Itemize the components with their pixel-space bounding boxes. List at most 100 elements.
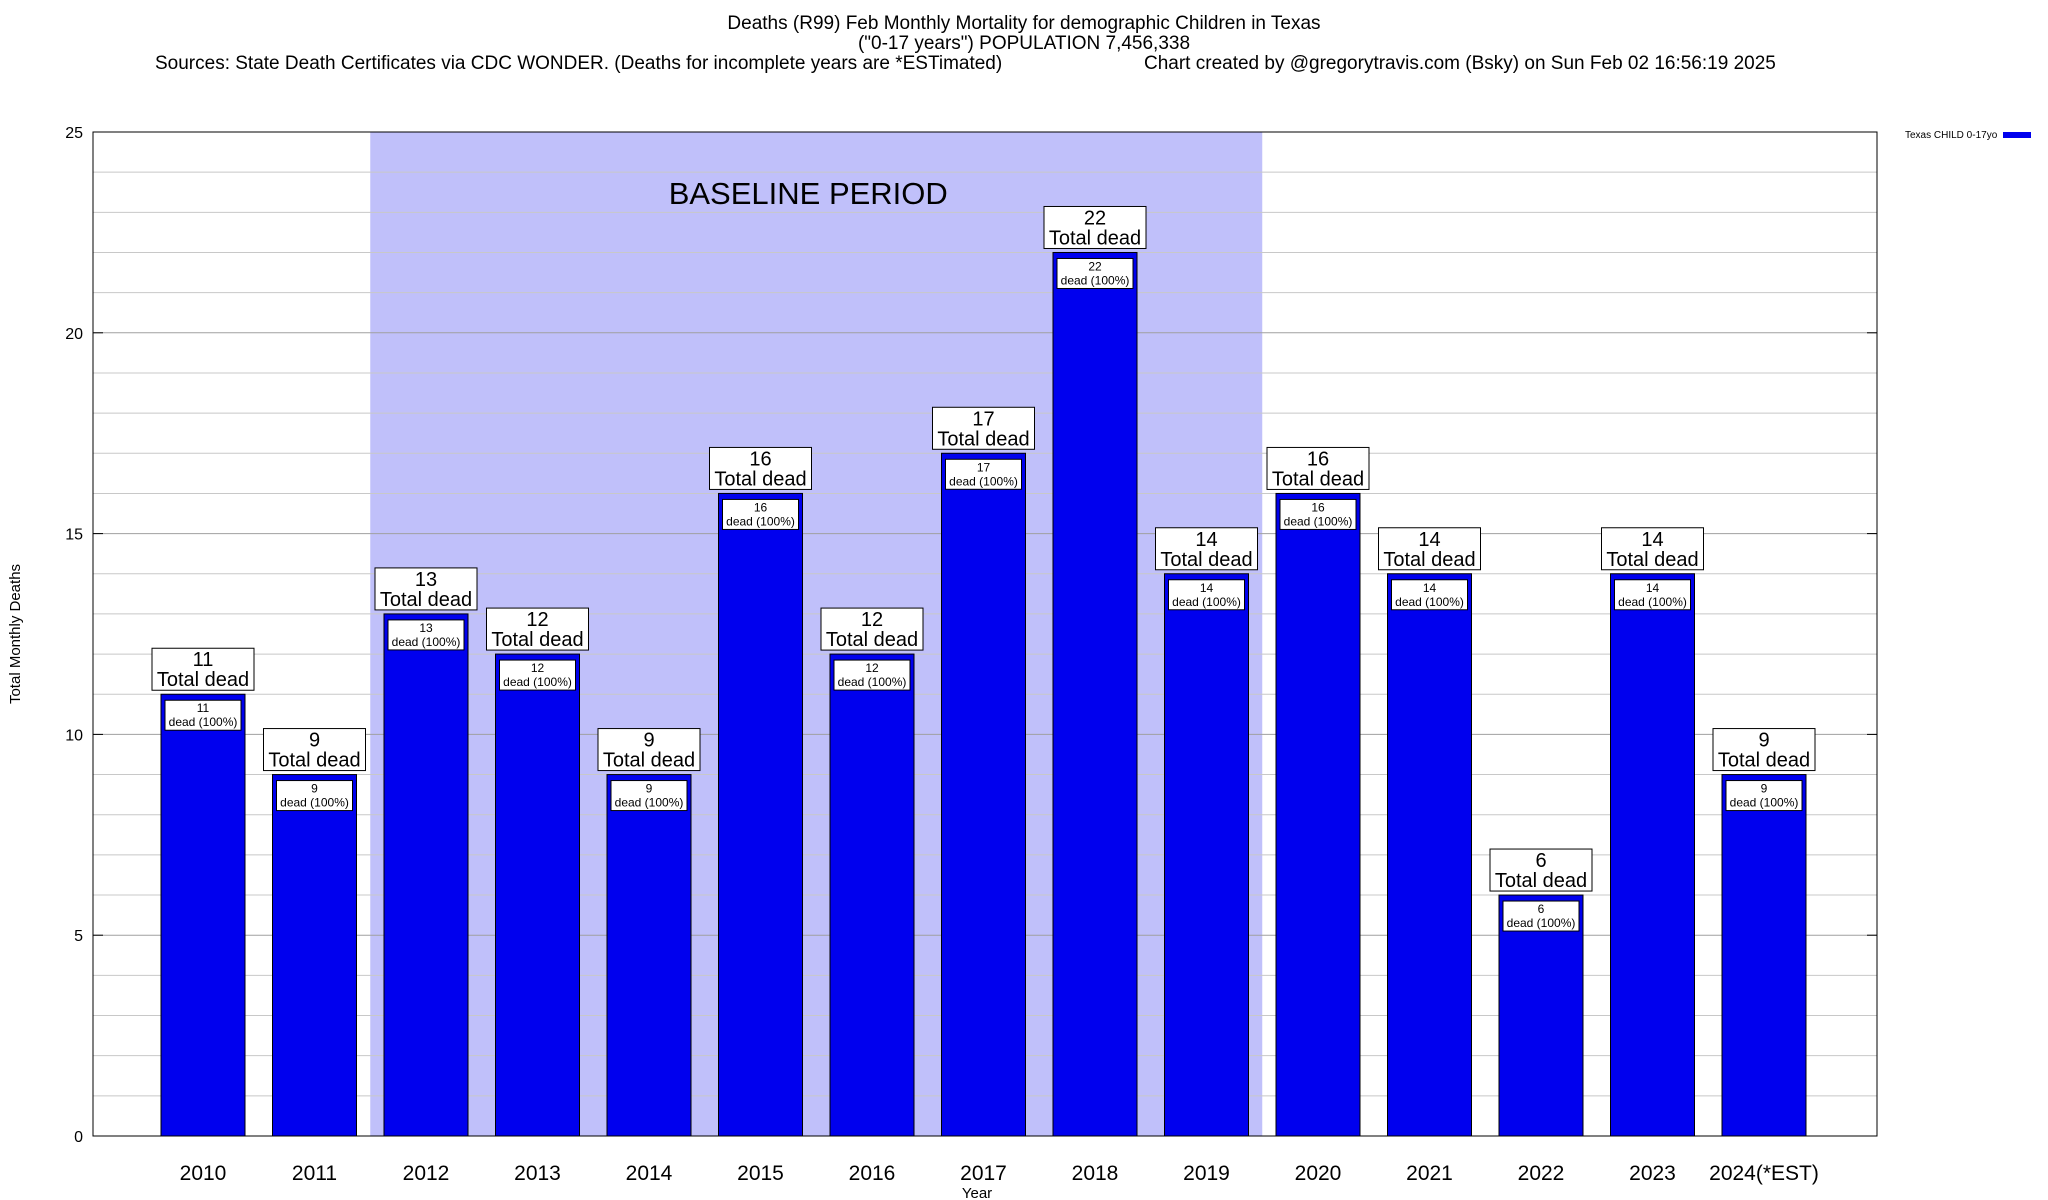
bar-total-value: 9 <box>1758 730 1769 752</box>
bar-total-label: Total dead <box>491 629 583 651</box>
bar <box>1721 774 1807 1137</box>
legend: Texas CHILD 0-17yo <box>1905 130 2032 141</box>
bar-inner-label: dead (100%) <box>838 675 907 689</box>
bar-inner-label-box <box>1168 579 1245 611</box>
bar-inner-value: 12 <box>865 661 879 675</box>
bar-total-label: Total dead <box>1495 870 1587 892</box>
bar-inner-label-box <box>610 780 688 812</box>
bar-inner-label-box <box>1725 780 1803 812</box>
x-tick-label: 2017 <box>960 1162 1007 1185</box>
y-tick-label: 10 <box>65 727 83 744</box>
bar-total-label: Total dead <box>157 669 249 691</box>
legend-swatch <box>2003 132 2032 139</box>
bar-inner-label: dead (100%) <box>1172 595 1241 609</box>
bar-total-label: Total dead <box>1272 468 1364 490</box>
bar-inner-label: dead (100%) <box>1730 796 1799 810</box>
bar-total-value: 6 <box>1535 850 1546 872</box>
bar-inner-label-box <box>164 699 242 731</box>
x-tick-label: 2012 <box>403 1162 450 1185</box>
y-tick-label: 0 <box>74 1129 83 1146</box>
bar-total-box <box>1378 527 1481 571</box>
bar-total-value: 14 <box>1195 529 1217 551</box>
bar-inner-value: 14 <box>1200 581 1214 595</box>
bar <box>829 653 915 1137</box>
bar-inner-value: 13 <box>419 621 433 635</box>
bar <box>495 653 580 1137</box>
bar <box>1387 573 1472 1137</box>
baseline-label: BASELINE PERIOD <box>669 176 948 211</box>
bar-total-value: 16 <box>1307 448 1329 470</box>
bar-total-label: Total dead <box>1606 549 1698 571</box>
bar-total-box <box>709 446 812 490</box>
x-tick-label: 2016 <box>849 1162 896 1185</box>
bar-total-label: Total dead <box>1383 549 1475 571</box>
bar <box>941 452 1026 1137</box>
plot-frame <box>92 131 1878 1137</box>
bar-total-box <box>820 607 924 651</box>
bar-inner-label-box <box>1056 257 1134 289</box>
bar-inner-value: 17 <box>977 460 991 474</box>
x-axis-label: Year <box>962 1185 992 1200</box>
bar-inner-label: dead (100%) <box>280 796 349 810</box>
bar-total-box <box>597 728 701 772</box>
bar-inner-label: dead (100%) <box>1284 514 1353 528</box>
bar-inner-value: 12 <box>531 661 545 675</box>
bar-total-label: Total dead <box>1160 549 1252 571</box>
sources-text: Sources: State Death Certificates via CD… <box>155 53 1003 74</box>
bar-total-label: Total dead <box>603 750 695 772</box>
y-tick-label: 25 <box>65 125 83 142</box>
bar-total-label: Total dead <box>1049 227 1141 249</box>
bar-inner-value: 11 <box>197 701 210 715</box>
x-tick-label: 2014 <box>626 1162 673 1185</box>
bar-total-box <box>486 607 589 651</box>
credit-text: Chart created by @gregorytravis.com (Bsk… <box>1144 53 1776 74</box>
chart-subtitle: ("0-17 years") POPULATION 7,456,338 <box>857 33 1191 54</box>
bar-inner-label-box <box>833 659 911 691</box>
bar-inner-label-box <box>1391 579 1468 611</box>
bar-inner-label: dead (100%) <box>392 635 461 649</box>
bar-total-label: Total dead <box>380 589 472 611</box>
bar-total-box <box>1489 848 1593 892</box>
bar-inner-label: dead (100%) <box>615 796 684 810</box>
bar-inner-label: dead (100%) <box>1061 273 1130 287</box>
bar-total-value: 17 <box>972 408 994 430</box>
x-tick-label: 2022 <box>1518 1162 1565 1185</box>
bar-total-box <box>1155 527 1258 571</box>
bar <box>1052 251 1138 1137</box>
bar-inner-value: 9 <box>311 782 318 796</box>
bar-total-box <box>932 406 1035 450</box>
bar <box>1498 894 1584 1137</box>
bar-inner-label: dead (100%) <box>503 675 572 689</box>
x-tick-label: 2018 <box>1072 1162 1119 1185</box>
bar-total-value: 22 <box>1084 207 1106 229</box>
bar-inner-label: dead (100%) <box>726 514 795 528</box>
bar-inner-value: 16 <box>754 500 768 514</box>
bar-inner-label: dead (100%) <box>1507 916 1576 930</box>
chart-header: Deaths (R99) Feb Monthly Mortality for d… <box>0 14 2048 54</box>
bar-total-value: 12 <box>861 609 883 631</box>
bar-inner-label-box <box>945 458 1022 490</box>
bar-total-value: 16 <box>749 448 771 470</box>
bar <box>606 774 692 1137</box>
bar <box>272 774 357 1137</box>
bar-total-label: Total dead <box>1718 750 1810 772</box>
bar-inner-value: 14 <box>1646 581 1660 595</box>
bar-inner-label: dead (100%) <box>169 715 238 729</box>
bar <box>718 492 803 1137</box>
x-tick-label: 2011 <box>292 1162 337 1185</box>
x-tick-label: 2010 <box>180 1162 227 1185</box>
bar-total-value: 14 <box>1418 529 1440 551</box>
bar-inner-label-box <box>722 498 799 530</box>
bar-inner-label-box <box>387 619 465 651</box>
bar-inner-value: 22 <box>1088 259 1102 273</box>
bar <box>1275 492 1361 1137</box>
x-tick-label: 2021 <box>1406 1162 1453 1185</box>
bar-total-label: Total dead <box>826 629 918 651</box>
bar-inner-label: dead (100%) <box>1618 595 1687 609</box>
bar-inner-value: 9 <box>1761 782 1768 796</box>
bar <box>160 693 246 1137</box>
bar <box>1610 573 1695 1137</box>
bar-total-value: 9 <box>309 730 320 752</box>
bar-total-label: Total dead <box>714 468 806 490</box>
